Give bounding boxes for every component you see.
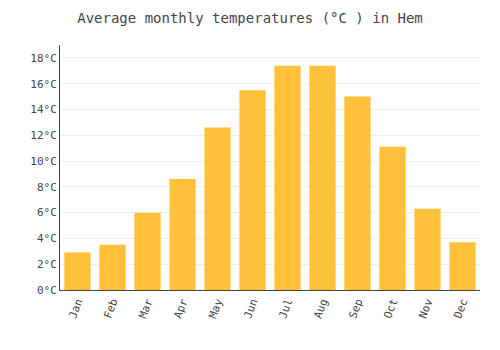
svg-text:Aug: Aug — [311, 297, 330, 320]
svg-text:2°C: 2°C — [37, 258, 57, 271]
svg-text:Jul: Jul — [276, 297, 295, 320]
svg-text:Feb: Feb — [101, 297, 120, 320]
svg-text:Dec: Dec — [451, 297, 470, 320]
svg-text:May: May — [206, 297, 225, 320]
svg-text:10°C: 10°C — [30, 155, 57, 168]
svg-text:12°C: 12°C — [30, 129, 57, 142]
svg-text:16°C: 16°C — [30, 78, 57, 91]
svg-text:Jan: Jan — [66, 297, 85, 320]
svg-text:Apr: Apr — [171, 297, 190, 320]
svg-text:6°C: 6°C — [37, 206, 57, 219]
svg-text:Jun: Jun — [241, 297, 260, 320]
svg-text:Mar: Mar — [136, 297, 155, 320]
svg-text:Sep: Sep — [346, 297, 365, 320]
svg-text:0°C: 0°C — [37, 284, 57, 297]
svg-text:8°C: 8°C — [37, 181, 57, 194]
svg-text:14°C: 14°C — [30, 103, 57, 116]
svg-text:4°C: 4°C — [37, 232, 57, 245]
svg-text:Average monthly temperatures (: Average monthly temperatures (°C ) in He… — [77, 10, 423, 26]
svg-text:Nov: Nov — [416, 297, 435, 320]
svg-text:Oct: Oct — [381, 297, 400, 320]
svg-text:18°C: 18°C — [30, 52, 57, 65]
